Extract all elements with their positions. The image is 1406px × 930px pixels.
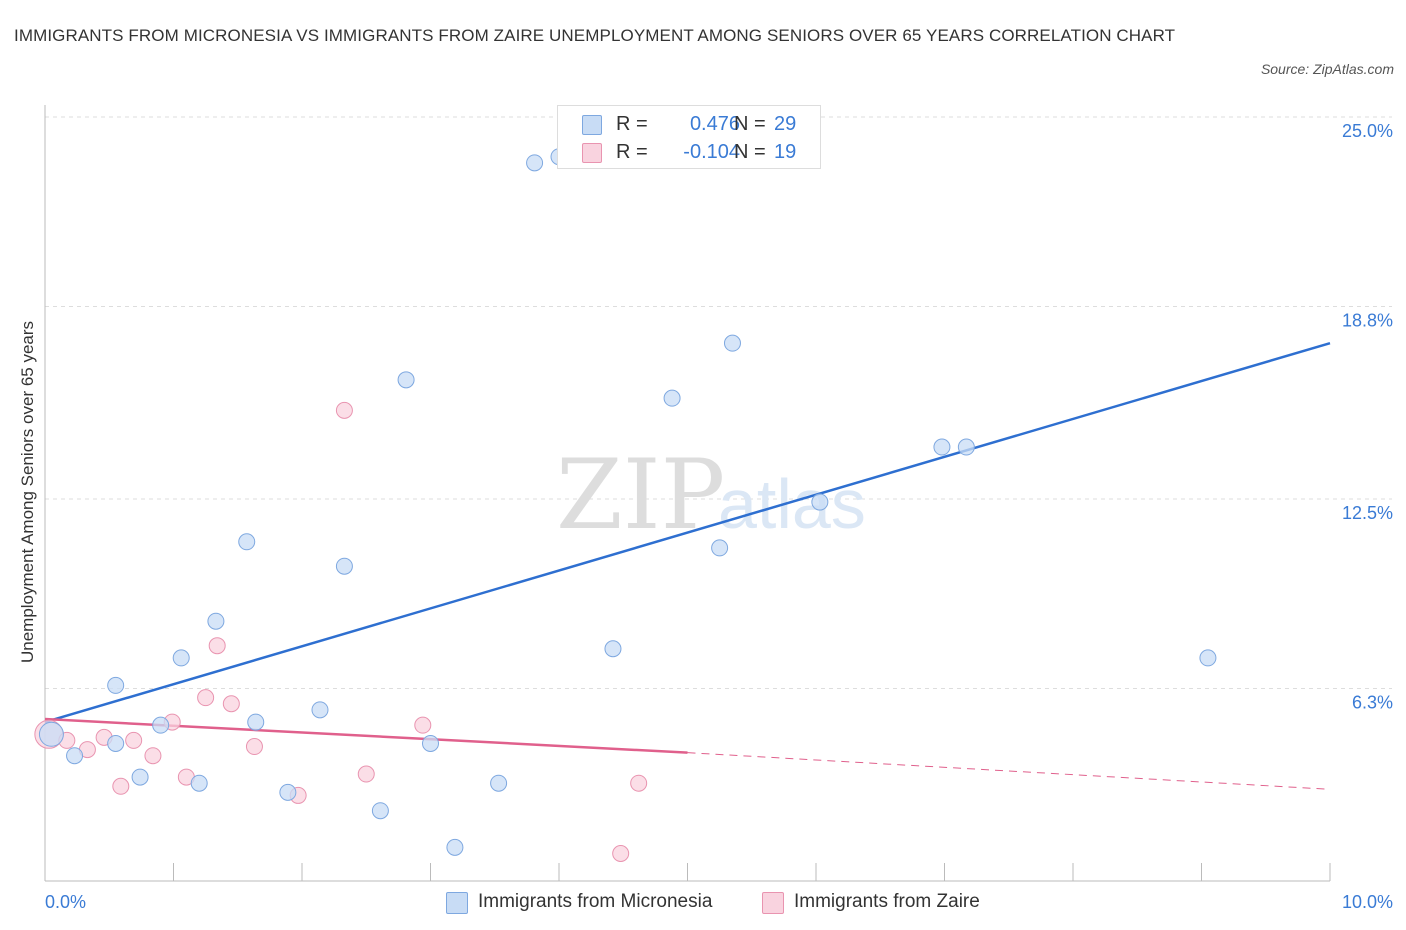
- data-point-micronesia: [66, 747, 84, 765]
- chart-title: IMMIGRANTS FROM MICRONESIA VS IMMIGRANTS…: [14, 26, 1176, 45]
- data-point-micronesia: [663, 389, 681, 407]
- data-point-zaire: [112, 777, 130, 795]
- data-point-zaire: [208, 637, 226, 655]
- trend-line-zaire: [44, 717, 688, 754]
- data-point-micronesia: [152, 716, 170, 734]
- legend-n-value: 19: [774, 141, 797, 163]
- data-point-zaire: [144, 747, 162, 765]
- data-point-micronesia: [131, 768, 149, 786]
- bottom-legend-swatch-micronesia: [446, 892, 468, 914]
- y-tick-label: 18.8%: [1342, 310, 1393, 330]
- data-point-micronesia: [422, 734, 439, 752]
- data-point-zaire: [612, 844, 630, 862]
- data-point-micronesia: [526, 154, 544, 172]
- data-point-micronesia: [397, 371, 415, 389]
- source-label: Source: ZipAtlas.com: [1260, 61, 1394, 77]
- data-point-micronesia: [190, 774, 208, 792]
- axes: [44, 105, 1331, 882]
- legend-n-value: 29: [774, 113, 797, 135]
- data-point-micronesia: [604, 640, 622, 658]
- y-tick-label: 6.3%: [1352, 692, 1393, 712]
- data-point-micronesia: [371, 802, 389, 820]
- watermark: ZIP atlas: [556, 439, 866, 551]
- data-point-zaire: [125, 731, 143, 749]
- grid-lines: [45, 116, 1392, 689]
- data-point-zaire: [630, 774, 648, 792]
- bottom-legend-label-micronesia: Immigrants from Micronesia: [478, 891, 713, 912]
- data-point-micronesia: [107, 676, 125, 694]
- watermark-zip: ZIP: [556, 439, 725, 551]
- bottom-legend-swatch-zaire: [762, 892, 784, 914]
- data-point-micronesia: [238, 533, 256, 551]
- data-point-micronesia: [38, 721, 64, 747]
- data-point-zaire: [357, 765, 375, 783]
- data-points: [34, 148, 1217, 862]
- data-point-micronesia: [711, 539, 729, 557]
- data-point-micronesia: [446, 838, 464, 856]
- data-point-micronesia: [933, 438, 951, 456]
- data-point-micronesia: [811, 493, 829, 511]
- legend-r-value: -0.104: [683, 141, 740, 163]
- trend-line-micronesia: [44, 341, 1331, 724]
- tick-labels: 6.3% 12.5% 18.8% 25.0% 0.0% 10.0%: [45, 121, 1393, 912]
- y-tick-label: 12.5%: [1342, 503, 1393, 523]
- legend-swatch-micronesia: [582, 115, 602, 135]
- legend-r-label: R =: [616, 141, 648, 163]
- data-point-zaire: [335, 401, 353, 419]
- bottom-legend-label-zaire: Immigrants from Zaire: [794, 891, 980, 912]
- data-point-micronesia: [490, 774, 508, 792]
- correlation-legend: R = 0.476 N = 29 R = -0.104 N = 19: [557, 105, 821, 169]
- x-tick-label: 10.0%: [1342, 892, 1393, 912]
- data-point-micronesia: [1199, 649, 1217, 667]
- data-point-micronesia: [172, 649, 190, 667]
- data-point-zaire: [222, 695, 240, 713]
- data-point-micronesia: [957, 438, 975, 456]
- y-axis-label: Unemployment Among Seniors over 65 years: [18, 321, 37, 663]
- data-point-zaire: [197, 689, 215, 707]
- x-tick-label: 0.0%: [45, 892, 86, 912]
- data-point-micronesia: [247, 713, 265, 731]
- legend-swatch-zaire: [582, 143, 602, 163]
- data-point-zaire: [245, 738, 263, 756]
- data-point-micronesia: [207, 612, 225, 630]
- data-point-micronesia: [335, 557, 353, 575]
- legend-r-label: R =: [616, 113, 648, 135]
- data-point-micronesia: [279, 783, 297, 801]
- watermark-atlas: atlas: [718, 465, 866, 543]
- data-point-zaire: [414, 716, 432, 734]
- legend-n-label: N =: [734, 141, 766, 163]
- y-tick-label: 25.0%: [1342, 121, 1393, 141]
- trend-line-zaire-extension: [687, 752, 1331, 790]
- trend-lines: [44, 341, 1331, 790]
- data-point-micronesia: [723, 334, 741, 352]
- data-point-micronesia: [107, 734, 125, 752]
- data-point-micronesia: [311, 701, 329, 719]
- legend-r-value: 0.476: [689, 113, 740, 135]
- legend-n-label: N =: [734, 113, 766, 135]
